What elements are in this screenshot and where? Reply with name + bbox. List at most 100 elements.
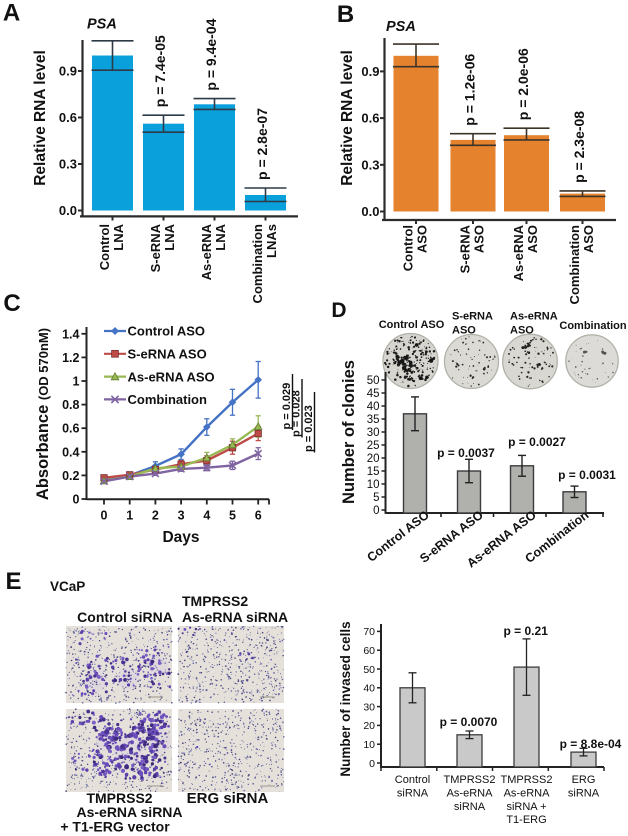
- svg-text:p = 9.4e-04: p = 9.4e-04: [203, 18, 219, 90]
- svg-text:6: 6: [255, 509, 262, 523]
- svg-text:S-eRNA: S-eRNA: [148, 223, 163, 272]
- svg-text:ERG siRNA: ERG siRNA: [187, 790, 269, 807]
- svg-text:LNA: LNA: [213, 223, 228, 250]
- svg-text:E: E: [5, 568, 21, 595]
- svg-text:10: 10: [367, 479, 380, 491]
- svg-text:25: 25: [367, 440, 380, 452]
- svg-text:35: 35: [367, 414, 380, 426]
- svg-text:20: 20: [363, 720, 375, 732]
- svg-text:p = 7.4e-05: p = 7.4e-05: [152, 35, 168, 107]
- svg-text:TMPRSS2: TMPRSS2: [501, 774, 553, 786]
- svg-text:Combination: Combination: [559, 320, 626, 332]
- svg-text:Control ASO: Control ASO: [379, 319, 445, 331]
- svg-text:0: 0: [373, 505, 379, 517]
- svg-text:45: 45: [367, 388, 380, 400]
- svg-text:S-eRNA: S-eRNA: [452, 311, 493, 323]
- svg-text:p = 0.023: p = 0.023: [303, 405, 315, 452]
- svg-text:S-eRNA ASO: S-eRNA ASO: [128, 347, 207, 362]
- svg-text:siRNA: siRNA: [568, 787, 600, 799]
- svg-text:5: 5: [373, 492, 379, 504]
- svg-text:A: A: [3, 0, 20, 27]
- svg-text:0.9: 0.9: [361, 64, 379, 79]
- svg-text:0.6: 0.6: [361, 111, 379, 126]
- svg-text:0: 0: [369, 758, 375, 770]
- svg-text:Relative RNA level: Relative RNA level: [32, 50, 49, 186]
- svg-text:As-eRNA: As-eRNA: [511, 224, 526, 281]
- svg-text:siRNA: siRNA: [397, 787, 429, 799]
- svg-text:p = 2.0e-06: p = 2.0e-06: [515, 48, 531, 120]
- svg-text:50: 50: [363, 664, 375, 676]
- svg-text:0: 0: [101, 509, 108, 523]
- svg-text:40: 40: [367, 401, 380, 413]
- svg-text:Combination: Combination: [250, 224, 265, 303]
- svg-text:Combination: Combination: [128, 392, 207, 407]
- svg-text:1.2: 1.2: [62, 351, 79, 365]
- svg-text:30: 30: [367, 427, 380, 439]
- svg-text:As-eRNA siRNA: As-eRNA siRNA: [76, 804, 182, 820]
- svg-text:PSA: PSA: [386, 19, 416, 35]
- svg-text:TMPRSS2: TMPRSS2: [444, 774, 496, 786]
- svg-text:0.0: 0.0: [59, 203, 77, 218]
- svg-text:LNA: LNA: [162, 223, 177, 250]
- svg-text:0.6: 0.6: [59, 110, 77, 125]
- svg-text:p = 2.8e-07: p = 2.8e-07: [254, 108, 270, 180]
- svg-text:As-eRNA siRNA: As-eRNA siRNA: [182, 609, 288, 625]
- svg-text:siRNA +: siRNA +: [506, 801, 546, 813]
- svg-text:40: 40: [363, 683, 375, 695]
- svg-text:ASO: ASO: [471, 225, 486, 253]
- svg-text:B: B: [337, 1, 354, 28]
- svg-text:LNA: LNA: [111, 223, 126, 250]
- svg-text:p = 0.0027: p = 0.0027: [508, 435, 566, 449]
- svg-text:2: 2: [152, 509, 159, 523]
- svg-text:30: 30: [363, 701, 375, 713]
- svg-text:p = 2.3e-08: p = 2.3e-08: [571, 111, 587, 183]
- svg-text:PSA: PSA: [87, 17, 117, 33]
- svg-text:Control: Control: [97, 224, 112, 270]
- svg-text:p = 0.0031: p = 0.0031: [558, 468, 616, 482]
- svg-text:Relative RNA level: Relative RNA level: [339, 50, 356, 186]
- svg-text:ASO: ASO: [452, 325, 476, 337]
- svg-text:+ T1-ERG vector: + T1-ERG vector: [60, 819, 170, 835]
- svg-text:S-eRNA: S-eRNA: [458, 224, 473, 273]
- svg-text:p = 0.0070: p = 0.0070: [440, 715, 498, 729]
- svg-text:Control ASO: Control ASO: [128, 324, 206, 339]
- svg-text:p = 0.029: p = 0.029: [281, 383, 293, 430]
- svg-text:3: 3: [178, 509, 185, 523]
- svg-text:Number of clonies: Number of clonies: [340, 360, 358, 504]
- svg-text:0.8: 0.8: [62, 398, 79, 412]
- svg-text:0.3: 0.3: [59, 157, 77, 172]
- svg-text:1: 1: [126, 509, 133, 523]
- svg-text:Control: Control: [395, 774, 430, 786]
- svg-text:TMPRSS2: TMPRSS2: [182, 593, 248, 609]
- svg-text:ASO: ASO: [525, 225, 540, 253]
- svg-text:p = 0.0037: p = 0.0037: [437, 446, 495, 460]
- svg-text:ASO: ASO: [581, 225, 596, 253]
- svg-text:ASO: ASO: [414, 225, 429, 253]
- svg-text:0.9: 0.9: [59, 64, 77, 79]
- svg-text:50: 50: [367, 375, 380, 387]
- svg-text:Days: Days: [162, 529, 199, 546]
- svg-text:0: 0: [73, 493, 80, 507]
- svg-text:p = 1.2e-06: p = 1.2e-06: [462, 53, 478, 125]
- svg-text:5: 5: [229, 509, 236, 523]
- svg-text:Number of invased cells: Number of invased cells: [338, 621, 353, 776]
- svg-text:As-eRNA: As-eRNA: [510, 311, 558, 323]
- svg-text:0.0: 0.0: [361, 204, 379, 219]
- svg-text:20: 20: [367, 453, 380, 465]
- svg-text:70: 70: [363, 626, 375, 638]
- svg-text:10: 10: [363, 739, 375, 751]
- svg-text:C: C: [3, 290, 20, 317]
- svg-text:p = 0.21: p = 0.21: [504, 624, 549, 638]
- svg-text:As-eRNA: As-eRNA: [447, 787, 494, 799]
- svg-text:0.4: 0.4: [62, 445, 79, 459]
- svg-text:As-eRNA ASO: As-eRNA ASO: [128, 369, 215, 384]
- svg-text:As-eRNA: As-eRNA: [504, 787, 551, 799]
- svg-text:LNAs: LNAs: [264, 224, 279, 258]
- svg-text:Control: Control: [401, 225, 416, 271]
- svg-text:D: D: [331, 299, 346, 322]
- svg-text:0.6: 0.6: [62, 422, 79, 436]
- svg-text:0.3: 0.3: [361, 157, 379, 172]
- svg-text:VCaP: VCaP: [50, 579, 85, 594]
- svg-text:0.2: 0.2: [62, 469, 79, 483]
- svg-text:1.4: 1.4: [62, 327, 79, 341]
